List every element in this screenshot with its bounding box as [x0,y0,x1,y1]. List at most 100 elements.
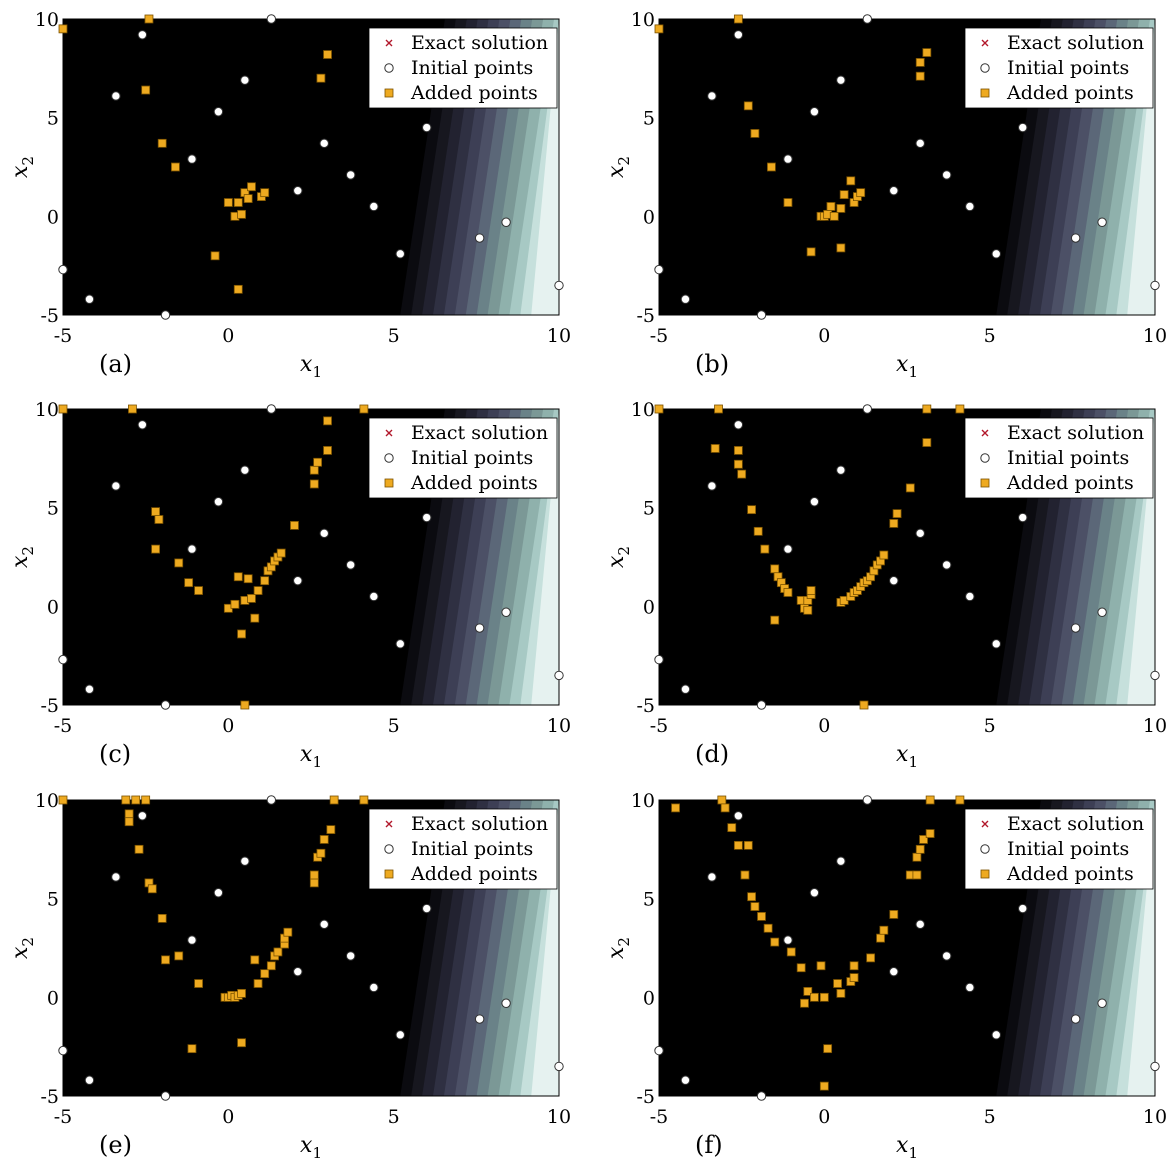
initial-point [915,528,925,539]
added-point [747,505,756,515]
added-point [803,987,813,996]
initial-point [991,1030,1001,1040]
initial-point [756,310,767,320]
initial-point [707,872,717,882]
initial-point [137,811,148,821]
legend-box [368,808,558,890]
added-point [141,795,151,805]
added-point [753,526,763,536]
legend-exact-marker [385,429,393,437]
added-point [743,840,753,850]
added-point [243,574,253,584]
legend-label: Exact solution [411,32,548,54]
axes-frame [658,18,1156,316]
y-tick-label: 5 [643,108,655,130]
initial-point [733,30,744,40]
initial-point [266,404,277,414]
initial-point [187,935,197,945]
added-point [134,844,144,854]
initial-point [809,107,820,117]
legend-initial-marker [384,63,394,73]
initial-point [266,795,277,805]
added-point [819,1081,829,1091]
axes-frame [658,408,1156,706]
added-point [58,24,68,34]
added-point [905,483,915,493]
y-tick-label: 10 [35,790,59,812]
x-tick-label: 5 [388,715,400,737]
x-axis-label: x1 [300,1133,322,1162]
added-point [223,198,233,207]
initial-point [422,903,432,914]
axes-frame [62,799,560,1097]
initial-point [1018,122,1028,133]
x-axis-label: x1 [896,742,918,771]
initial-point [1150,280,1160,291]
added-point [266,961,276,971]
added-point [326,825,336,834]
added-point [323,446,332,455]
added-point [233,198,243,207]
added-point [313,457,323,467]
added-point [783,198,793,207]
y-tick-label: 0 [643,206,655,228]
initial-point [707,481,717,491]
initial-point [213,497,224,507]
added-point [194,586,203,595]
added-point [733,446,743,455]
y-tick-label: -5 [636,1086,655,1108]
y-tick-label: 0 [47,206,59,228]
x-tick-label: 0 [222,1106,234,1128]
added-point [174,558,184,568]
initial-point [809,497,820,507]
initial-point [1070,1014,1081,1024]
x-tick-label: -5 [650,715,669,737]
added-point [737,469,747,479]
x-tick-label: 5 [388,1106,400,1128]
initial-point [680,294,691,304]
initial-point [319,528,329,539]
initial-point [213,107,224,117]
added-point [925,795,935,805]
x-tick-label: 0 [818,325,830,347]
initial-point [293,185,303,196]
added-point [922,404,932,414]
x-tick-label: 0 [222,325,234,347]
initial-point [783,935,793,945]
initial-point [395,249,405,259]
initial-point [1150,1061,1160,1072]
added-point [247,594,256,603]
added-point [253,586,263,595]
added-point [819,992,829,1002]
initial-point [991,249,1001,259]
initial-point [240,856,250,866]
legend-initial-marker [384,453,394,463]
initial-point [836,856,846,866]
initial-point [889,575,899,586]
legend-label: Initial points [411,57,533,79]
added-point [323,50,332,59]
added-point [194,979,203,988]
x-tick-label: -5 [54,715,73,737]
x-tick-label: 5 [388,325,400,347]
y-tick-label: 0 [47,596,59,618]
added-point [58,404,68,414]
legend-label: Added points [1006,472,1134,494]
added-point [359,404,369,414]
x-tick-label: 10 [547,715,571,737]
added-point [733,14,743,24]
chart-panel-d: -5-5 0 0 5 5 10 10 x1 x2 (d) Exact solution Initial… [604,399,1167,771]
x-tick-label: -5 [650,325,669,347]
added-point [829,211,839,221]
added-point [786,947,796,957]
initial-point [501,217,511,227]
chart-panel-a: -5-5 0 0 5 5 10 10 x1 x2 (a) Exact solution Initial… [8,9,571,381]
initial-point [1097,607,1107,617]
initial-point [915,919,925,930]
legend: Exact solution Initial points Added points [368,808,558,890]
added-point [922,438,932,447]
added-point [750,902,760,911]
added-point [955,404,965,414]
added-point [124,817,134,827]
